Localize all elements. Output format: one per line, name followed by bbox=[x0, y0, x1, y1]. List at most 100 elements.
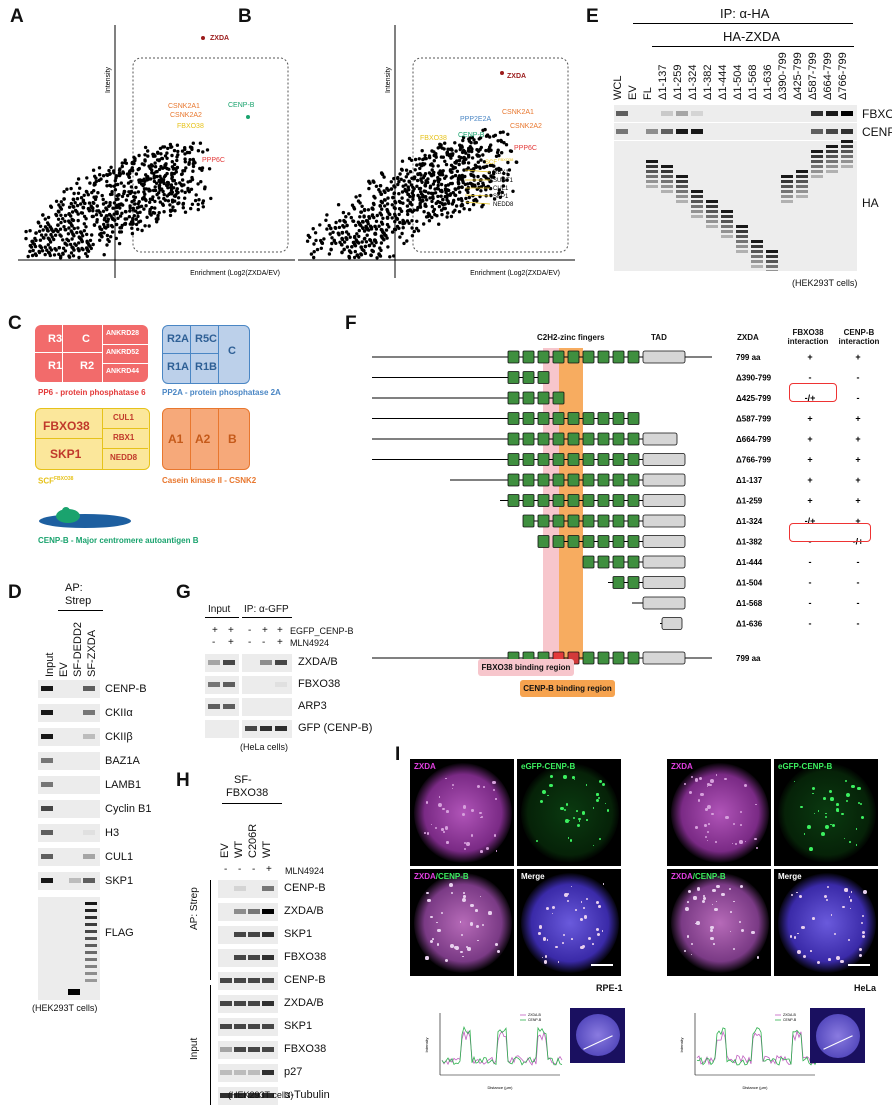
zinc-finger bbox=[582, 651, 595, 665]
pp2a-c: C bbox=[228, 345, 236, 357]
tad-domain bbox=[642, 350, 686, 364]
scatter-plot-b: Intensity Enrichment (Log2(ZXDA/EV) ZXDA… bbox=[298, 25, 575, 278]
d-lane-2: SF-DEDD2 bbox=[72, 621, 84, 677]
zinc-finger bbox=[552, 494, 565, 507]
d-blot-5 bbox=[38, 800, 100, 818]
e-lane-11: Δ390-799 bbox=[777, 52, 789, 100]
zinc-finger bbox=[537, 432, 550, 446]
g-row-0: ZXDA/B bbox=[298, 656, 338, 668]
e-lane-13: Δ587-799 bbox=[807, 52, 819, 100]
i-tile-6: ZXDA/CENP-B bbox=[667, 869, 771, 976]
d-row-2: CKIIβ bbox=[105, 731, 133, 743]
f-row-fbxo-5: + bbox=[807, 455, 812, 465]
panel-label-b: B bbox=[238, 6, 252, 27]
g-row-1: FBXO38 bbox=[298, 678, 341, 690]
g-blot-2 bbox=[205, 698, 239, 716]
g-blot-ip-1 bbox=[242, 676, 292, 694]
i-tile-label-5: eGFP-CENP-B bbox=[778, 762, 833, 771]
f-row-cenpb-4: + bbox=[855, 434, 860, 444]
d-row-5: Cyclin B1 bbox=[105, 803, 152, 815]
f-col-zxda: ZXDA bbox=[737, 333, 759, 342]
zinc-finger bbox=[597, 555, 610, 569]
f-highlight-2 bbox=[789, 523, 871, 542]
e-lane-6: Δ1-382 bbox=[702, 64, 714, 100]
xlabel-a: Enrichment (Log2(ZXDA/EV) bbox=[190, 270, 280, 277]
csnk2a2-label-a: CSNK2A2 bbox=[170, 112, 202, 119]
ck2-caption: Casein kinase II - CSNK2 bbox=[162, 476, 257, 485]
h-row-ap-3: FBXO38 bbox=[284, 951, 327, 963]
scf-nedd8: NEDD8 bbox=[110, 453, 138, 462]
d-blot-1 bbox=[38, 704, 100, 722]
g-sign-0-1: + bbox=[228, 625, 234, 636]
h-title1: SF- bbox=[234, 774, 252, 786]
zinc-finger bbox=[537, 350, 550, 364]
scale-bar bbox=[591, 964, 613, 966]
pp2a-caption: PP2A - protein phosphatase 2A bbox=[162, 388, 281, 397]
d-row-8: SKP1 bbox=[105, 875, 134, 887]
i-tile-label-7: Merge bbox=[778, 872, 802, 881]
d-row-7: CUL1 bbox=[105, 851, 134, 863]
e-blot-cenpb bbox=[614, 123, 857, 140]
g-blot-ip-2 bbox=[242, 698, 292, 716]
f-header-tad: TAD bbox=[651, 333, 667, 342]
h-lane-2: C206R bbox=[247, 823, 259, 858]
zinc-finger bbox=[567, 514, 580, 528]
h-title2: FBXO38 bbox=[226, 787, 269, 799]
f-row-name-0: 799 aa bbox=[736, 353, 761, 362]
h-blot-in-3 bbox=[218, 1041, 278, 1059]
zinc-finger bbox=[612, 494, 625, 507]
e-lane-7: Δ1-444 bbox=[717, 64, 729, 100]
i-tile-0: ZXDA bbox=[410, 759, 514, 866]
f-row-cenpb-10: - bbox=[857, 557, 860, 567]
g-sign-1-1: + bbox=[228, 637, 234, 648]
tad-domain bbox=[642, 514, 686, 528]
fbxo38-label-a: FBXO38 bbox=[177, 123, 204, 130]
zinc-finger bbox=[627, 514, 640, 528]
f-row-fbxo-7: + bbox=[807, 496, 812, 506]
f-row-name-4: Δ664-799 bbox=[736, 435, 772, 444]
zinc-finger bbox=[552, 453, 565, 466]
tad-domain bbox=[642, 576, 686, 589]
g-blot-ip-3 bbox=[242, 720, 292, 738]
zinc-finger bbox=[612, 514, 625, 528]
h-lane-0: EV bbox=[219, 843, 231, 858]
i-tile-1: eGFP-CENP-B bbox=[517, 759, 621, 866]
tad-domain bbox=[642, 596, 686, 610]
e-lane-5: Δ1-324 bbox=[687, 64, 699, 100]
zinc-finger bbox=[612, 432, 625, 446]
zinc-finger bbox=[627, 350, 640, 364]
scatter-plot-a: Intensity Enrichment (Log2(ZXDA/EV) ZXDA… bbox=[18, 25, 295, 278]
h-row-in-3: FBXO38 bbox=[284, 1043, 327, 1055]
zinc-finger bbox=[597, 412, 610, 425]
e-lane-0: WCL bbox=[612, 75, 624, 100]
h-row-ap-2: SKP1 bbox=[284, 928, 313, 940]
d-blot-7 bbox=[38, 848, 100, 866]
i-hela-label: HeLa bbox=[854, 983, 877, 993]
e-construct-label: HA-ZXDA bbox=[723, 29, 781, 44]
h-lane-3: WT bbox=[261, 840, 273, 858]
ck2-complex bbox=[162, 408, 250, 470]
zinc-finger bbox=[537, 494, 550, 507]
svg-text:CENP-B: CENP-B bbox=[528, 1018, 542, 1022]
zinc-finger bbox=[537, 514, 550, 528]
e-lane-10: Δ1-636 bbox=[762, 64, 774, 100]
zinc-finger bbox=[522, 494, 535, 507]
svg-text:ZXDA-B: ZXDA-B bbox=[783, 1013, 797, 1017]
g-blot-3 bbox=[205, 720, 239, 738]
zinc-finger bbox=[567, 412, 580, 425]
scf-fbxo38: FBXO38 bbox=[43, 419, 90, 433]
h-row-in-2: SKP1 bbox=[284, 1020, 313, 1032]
ppp6c-label-b: PPP6C bbox=[514, 145, 537, 152]
pp6-ankrd28: ANKRD28 bbox=[106, 330, 140, 337]
h-row-in-0: CENP-B bbox=[284, 974, 326, 986]
h-cells: (HEK293T cells) bbox=[228, 1090, 294, 1100]
f-row-name-13: Δ1-636 bbox=[736, 620, 763, 629]
d-blot-3 bbox=[38, 752, 100, 770]
zinc-finger bbox=[597, 651, 610, 665]
cenpb-binding-region: CENP-B binding region bbox=[520, 680, 615, 697]
e-construct-line bbox=[652, 46, 854, 47]
rbx1-label-b: RBX1 bbox=[493, 170, 509, 176]
zinc-finger bbox=[552, 535, 565, 548]
d-ap: AP: bbox=[65, 582, 83, 594]
i-rpe-label: RPE-1 bbox=[596, 983, 623, 993]
